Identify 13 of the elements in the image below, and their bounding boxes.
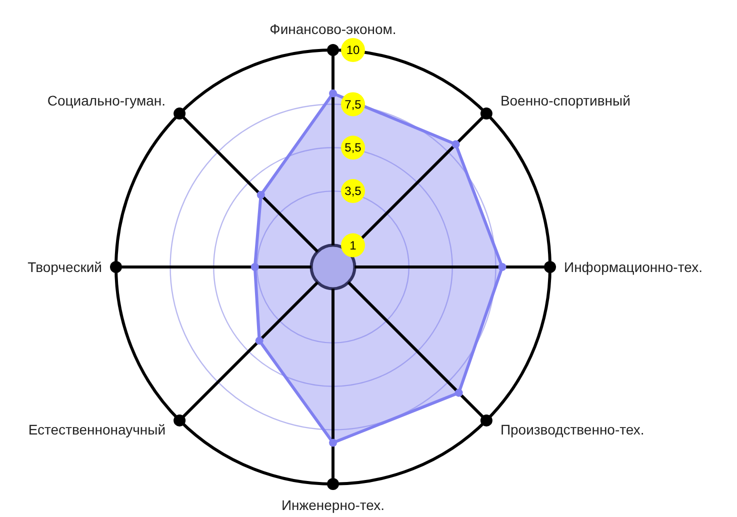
y-tick-label: 5,5 [344,140,362,155]
spoke-label: Естественнонаучный [28,421,166,438]
spoke-label: Информационно-тех. [564,259,702,275]
spoke-label: Финансово-эконом. [270,21,396,37]
y-tick-label: 3,5 [344,184,362,198]
spoke-label: Производственно-тех. [500,421,644,438]
spoke-label: Творческий [28,259,102,275]
spoke-label: Военно-спортивный [500,92,630,109]
y-tick-label: 1 [350,238,357,252]
y-tick-label: 10 [346,43,360,57]
spoke-label: Инженерно-тех. [281,497,385,513]
y-tick-label: 7,5 [344,97,362,112]
spoke-label: Социально-гуман. [47,92,166,109]
